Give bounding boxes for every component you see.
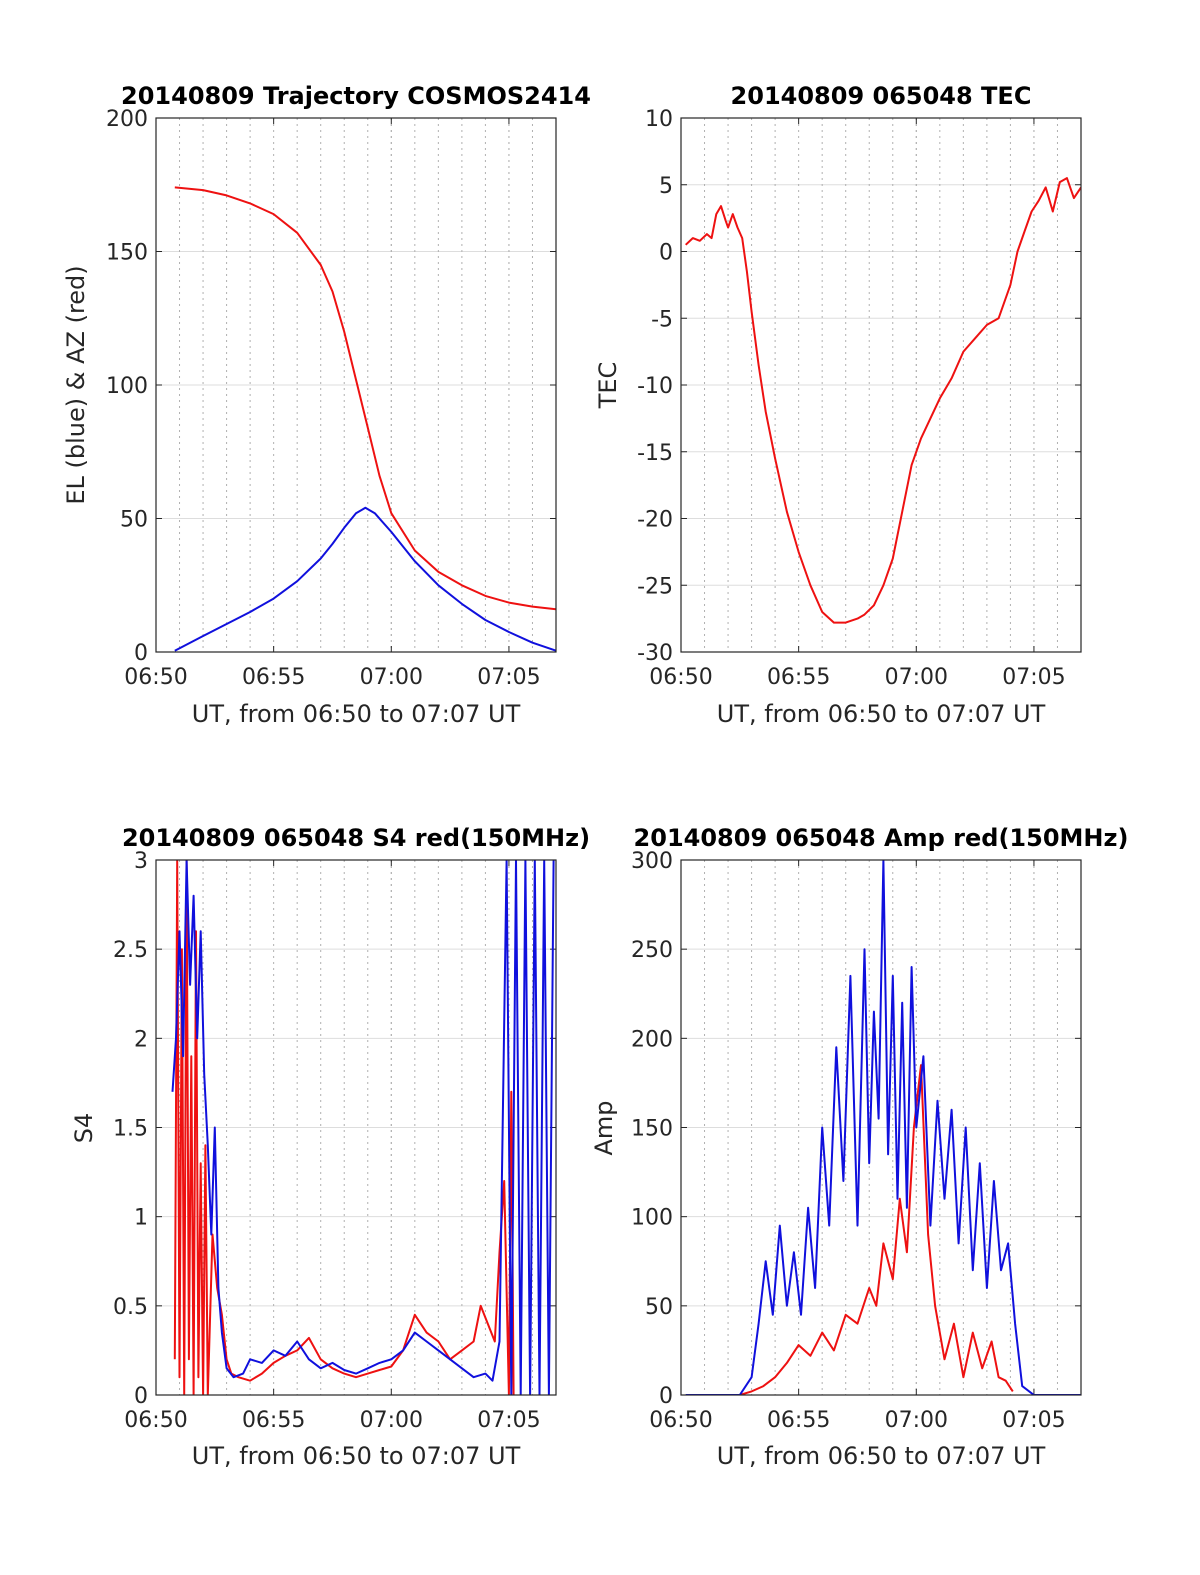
x-tick-label: 07:05	[477, 665, 540, 690]
x-tick-label: 06:55	[242, 665, 305, 690]
red-series-line	[685, 177, 1081, 624]
y-tick-label: 200	[631, 1027, 673, 1052]
plot-area	[155, 117, 557, 653]
s4-chart: 20140809 065048 S4 red(150MHz) 06:50 06:5…	[70, 824, 590, 1470]
y-tick-label: 0.5	[113, 1295, 148, 1320]
y-tick-label: 0	[659, 241, 673, 266]
x-tick-label: 06:50	[124, 1408, 187, 1433]
y-axis-label: TEC	[594, 362, 622, 410]
y-tick-label: 300	[631, 849, 673, 874]
x-tick-label: 07:05	[1002, 1408, 1065, 1433]
y-tick-label: 1.5	[113, 1117, 148, 1142]
x-tick-label: 07:05	[477, 1408, 540, 1433]
plot-area	[680, 859, 1082, 1396]
y-tick-label: -20	[637, 508, 673, 533]
x-tick-label: 06:50	[649, 1408, 712, 1433]
x-tick-label: 06:50	[649, 665, 712, 690]
y-tick-label: 200	[106, 107, 148, 132]
y-tick-label: 150	[106, 241, 148, 266]
x-tick-label: 06:55	[242, 1408, 305, 1433]
x-tick-label: 07:00	[360, 1408, 423, 1433]
plot-area	[680, 117, 1082, 653]
y-tick-label: -15	[637, 441, 673, 466]
chart-title: 20140809 065048 S4 red(150MHz)	[122, 824, 590, 852]
amp-chart: 20140809 065048 Amp red(150MHz) 06:50 06:…	[590, 824, 1128, 1470]
y-axis-label: Amp	[590, 1100, 618, 1155]
blue-series-line	[174, 506, 556, 652]
x-tick-label: 07:00	[360, 665, 423, 690]
y-tick-label: 250	[631, 938, 673, 963]
y-tick-label: -5	[651, 307, 673, 332]
x-axis-label: UT, from 06:50 to 07:07 UT	[192, 1442, 521, 1470]
x-tick-label: 07:05	[1002, 665, 1065, 690]
y-tick-label: 0	[134, 641, 148, 666]
x-tick-label: 06:50	[124, 665, 187, 690]
y-tick-label: 5	[659, 174, 673, 199]
x-tick-label: 07:00	[885, 665, 948, 690]
y-tick-label: 100	[631, 1206, 673, 1231]
y-tick-label: 3	[134, 849, 148, 874]
y-axis-label: S4	[70, 1113, 98, 1144]
y-tick-label: 100	[106, 374, 148, 399]
x-axis-label: UT, from 06:50 to 07:07 UT	[717, 700, 1046, 728]
y-tick-label: 0	[659, 1384, 673, 1409]
chart-title: 20140809 065048 Amp red(150MHz)	[634, 824, 1129, 852]
y-tick-label: 0	[134, 1384, 148, 1409]
chart-title: 20140809 Trajectory COSMOS2414	[121, 82, 591, 110]
y-tick-label: 150	[631, 1117, 673, 1142]
y-tick-label: 50	[120, 508, 148, 533]
x-tick-label: 06:55	[767, 1408, 830, 1433]
y-tick-label: -30	[637, 641, 673, 666]
y-tick-label: 10	[645, 107, 673, 132]
plot-area	[155, 859, 557, 1396]
tec-chart: 20140809 065048 TEC 06:50 06:55 07:00 07:05…	[594, 82, 1082, 728]
x-tick-label: 07:00	[885, 1408, 948, 1433]
y-tick-label: -25	[637, 574, 673, 599]
blue-series-line	[685, 860, 1081, 1395]
trajectory-chart: 20140809 Trajectory COSMOS2414 06:50 06:5…	[62, 82, 591, 728]
red-series-line	[174, 186, 556, 611]
y-tick-label: 2.5	[113, 938, 148, 963]
x-axis-label: UT, from 06:50 to 07:07 UT	[717, 1442, 1046, 1470]
y-axis-label: EL (blue) & AZ (red)	[62, 265, 90, 504]
y-tick-label: 2	[134, 1027, 148, 1052]
blue-series-line	[171, 860, 555, 1395]
x-axis-label: UT, from 06:50 to 07:07 UT	[192, 700, 521, 728]
red-series-line	[739, 1064, 1014, 1395]
y-tick-label: 50	[645, 1295, 673, 1320]
x-tick-label: 06:55	[767, 665, 830, 690]
y-tick-label: 1	[134, 1206, 148, 1231]
y-tick-label: -10	[637, 374, 673, 399]
chart-title: 20140809 065048 TEC	[731, 82, 1032, 110]
